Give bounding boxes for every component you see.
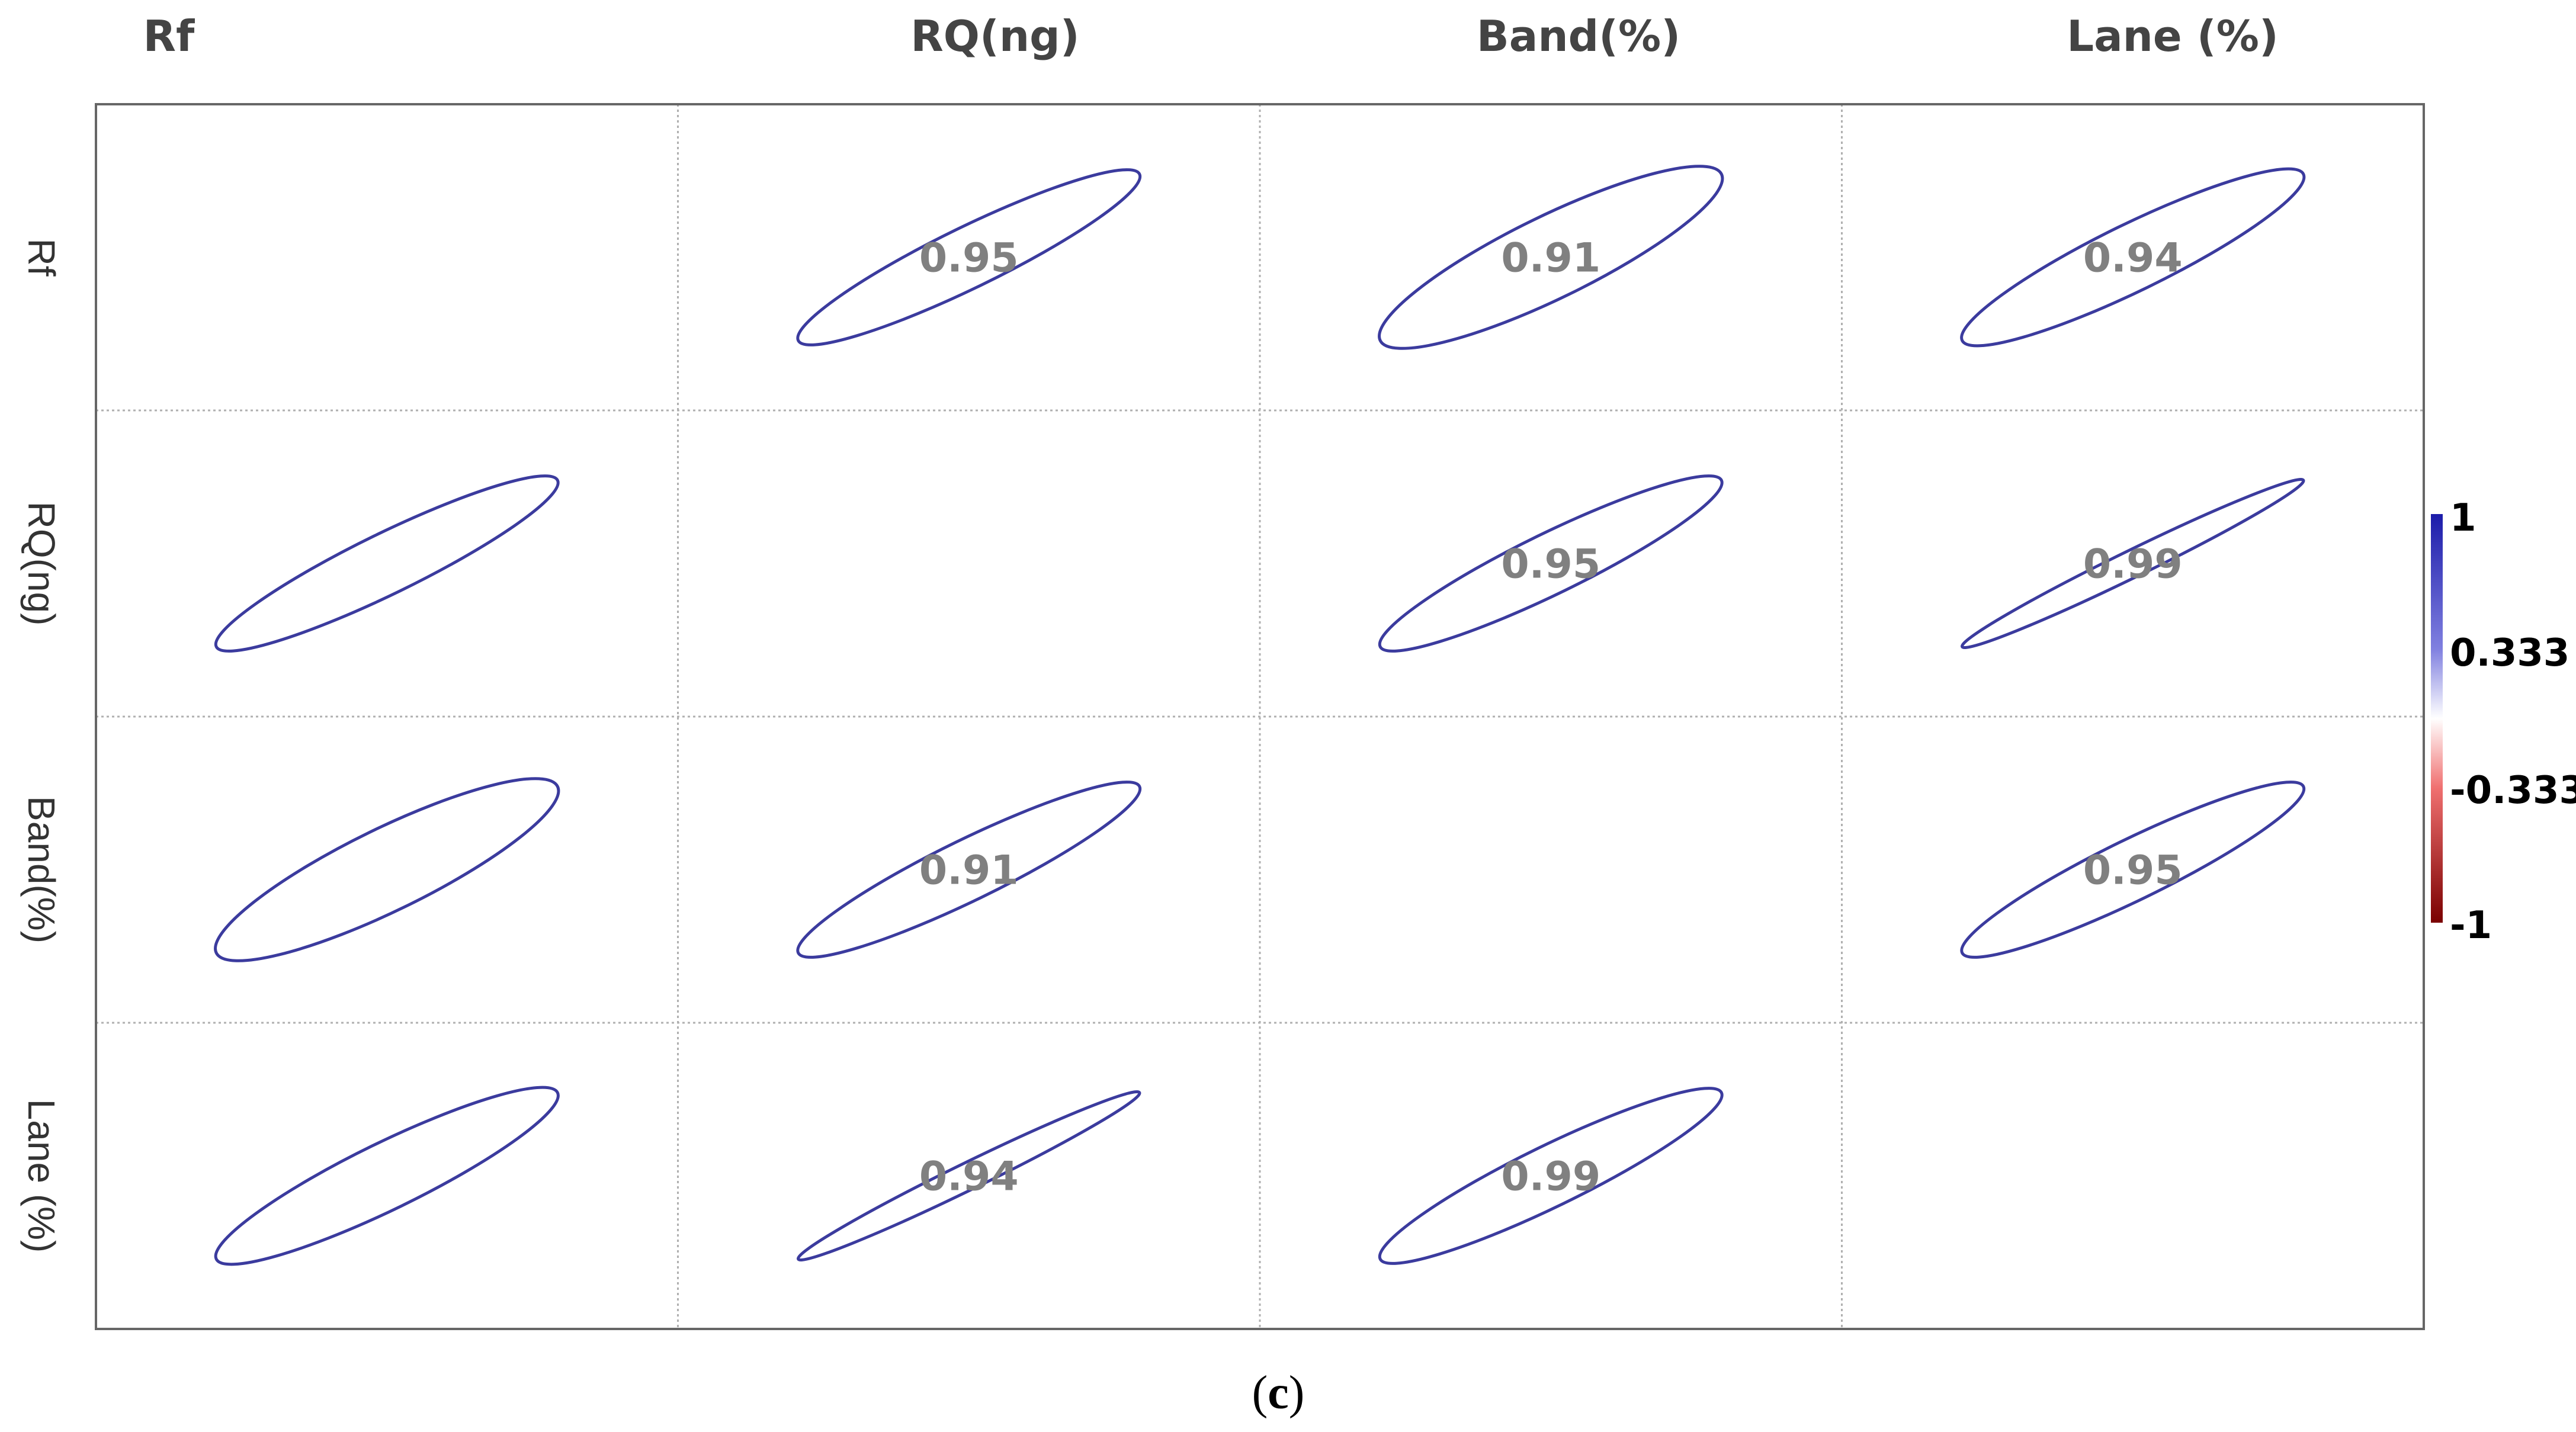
- correlation-value-label: 0.99: [2083, 541, 2183, 588]
- correlation-ellipse: [214, 1086, 560, 1266]
- figure-caption: (c): [1252, 1367, 1305, 1419]
- colorbar-tick-label: -0.333: [2450, 769, 2576, 813]
- correlation-value-label: 0.95: [919, 235, 1019, 282]
- correlation-value-label: 0.94: [919, 1154, 1019, 1200]
- matrix-grid: [96, 104, 2424, 1329]
- correlation-ellipse: [214, 474, 560, 653]
- correlation-ellipse: [1378, 1087, 1724, 1265]
- column-label: Lane (%): [2067, 11, 2279, 61]
- correlation-value-label: 0.95: [1501, 541, 1600, 588]
- correlation-ellipse: [1960, 781, 2306, 959]
- correlation-value-label: 0.99: [1501, 1154, 1600, 1200]
- correlation-value-label: 0.91: [919, 847, 1019, 894]
- row-labels: Rf RQ(ng) Band(%) Lane (%): [20, 239, 63, 1253]
- column-label: Band(%): [1477, 11, 1680, 61]
- correlation-ellipse: [1961, 478, 2305, 649]
- correlation-ellipse: [796, 168, 1142, 346]
- colorbar-tick-label: -1: [2450, 904, 2492, 948]
- correlation-ellipse: [1378, 474, 1724, 653]
- column-label: Rf: [143, 11, 195, 61]
- colorbar-tick-label: 1: [2450, 496, 2476, 540]
- correlation-ellipse: [1960, 167, 2306, 348]
- correlation-ellipse: [796, 781, 1142, 959]
- column-label: RQ(ng): [910, 11, 1079, 61]
- colorbar-tick-label: 0.333: [2450, 631, 2569, 675]
- matrix-frame: [95, 103, 2425, 1330]
- correlation-value-label: 0.95: [2083, 847, 2183, 894]
- row-label: Rf: [20, 239, 63, 277]
- column-labels: Rf RQ(ng) Band(%) Lane (%): [143, 11, 2279, 61]
- row-label: RQ(ng): [20, 502, 63, 626]
- colorbar-gradient: [2431, 514, 2443, 923]
- correlation-value-label: 0.91: [1501, 235, 1600, 282]
- correlation-value-label: 0.94: [2083, 235, 2183, 282]
- matrix-cells: 0.95 0.91 0.94 0.95 0.99 0.91 0.95 0.94 0.99: [214, 165, 2306, 1266]
- row-label: Band(%): [20, 796, 63, 943]
- colorbar: 1 0.333 -0.333 -1: [2431, 496, 2576, 948]
- correlation-ellipse: [1378, 165, 1724, 350]
- correlation-ellipse: [797, 1090, 1141, 1261]
- row-label: Lane (%): [20, 1099, 63, 1253]
- correlation-ellipse: [214, 777, 560, 962]
